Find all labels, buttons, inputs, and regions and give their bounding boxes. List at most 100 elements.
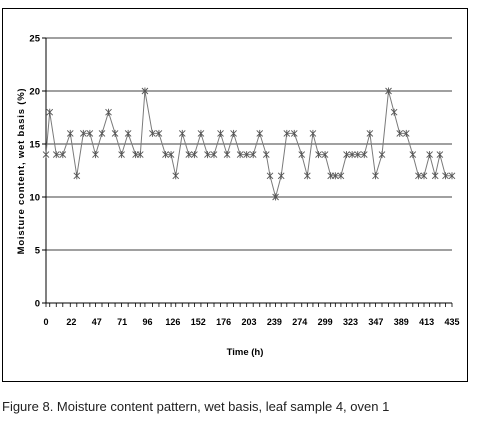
x-tick-label: 347 xyxy=(368,317,383,327)
x-tick-label: 299 xyxy=(318,317,333,327)
data-point xyxy=(141,87,149,95)
data-point xyxy=(167,151,175,159)
data-point xyxy=(409,151,417,159)
data-point xyxy=(149,129,156,137)
data-point xyxy=(155,129,163,137)
data-point xyxy=(210,151,218,159)
figure-caption: Figure 8. Moisture content pattern, wet … xyxy=(2,399,390,414)
data-point xyxy=(204,151,211,159)
data-point xyxy=(415,172,422,180)
data-point xyxy=(132,151,139,159)
x-tick-label: 22 xyxy=(66,317,76,327)
data-point xyxy=(378,151,386,159)
data-point xyxy=(442,172,449,180)
data-point xyxy=(372,172,379,180)
data-point xyxy=(354,151,362,159)
series-line xyxy=(45,90,452,199)
data-point xyxy=(272,193,279,201)
data-point xyxy=(105,108,112,116)
x-tick-label: 274 xyxy=(292,317,307,327)
x-axis-label: Time (h) xyxy=(227,347,264,358)
x-tick-label: 0 xyxy=(43,317,48,327)
data-point xyxy=(402,129,410,137)
data-point xyxy=(136,151,144,159)
data-point xyxy=(197,129,205,137)
x-tick-label: 389 xyxy=(394,317,409,327)
data-point xyxy=(52,151,60,159)
data-point xyxy=(321,151,329,159)
data-point xyxy=(420,172,428,180)
data-point xyxy=(86,129,94,137)
data-point xyxy=(360,151,368,159)
x-tick-label: 239 xyxy=(267,317,282,327)
data-point xyxy=(332,172,339,180)
x-tick-label: 203 xyxy=(241,317,256,327)
data-point xyxy=(366,129,374,137)
grid-lines xyxy=(46,37,452,251)
data-point xyxy=(66,129,74,137)
data-point xyxy=(266,172,274,180)
data-point xyxy=(92,151,99,159)
data-point xyxy=(448,172,456,180)
data-point xyxy=(304,172,311,180)
data-point xyxy=(298,151,306,159)
axes xyxy=(42,37,453,307)
y-tick-label: 25 xyxy=(29,34,40,45)
data-point xyxy=(178,129,186,137)
data-point xyxy=(98,129,106,137)
x-tick-label: 435 xyxy=(444,317,459,327)
x-tick-label: 126 xyxy=(165,317,180,327)
x-tick-label: 71 xyxy=(117,317,127,327)
data-point xyxy=(249,151,257,159)
y-tick-label: 20 xyxy=(29,87,40,98)
data-point xyxy=(191,151,198,159)
data-point xyxy=(59,151,67,159)
x-tick-label: 152 xyxy=(191,317,206,327)
data-point xyxy=(309,129,317,137)
data-point xyxy=(80,129,87,137)
y-tick-label: 0 xyxy=(35,299,40,310)
data-point xyxy=(343,151,350,159)
data-point xyxy=(327,172,334,180)
data-point xyxy=(262,151,270,159)
data-point xyxy=(385,87,392,95)
data-point xyxy=(283,129,291,137)
x-tick-label: 323 xyxy=(343,317,358,327)
y-axis-label: Moisture content, wet basis (%) xyxy=(16,88,27,255)
data-point xyxy=(243,151,250,159)
y-tick-label: 5 xyxy=(35,246,41,257)
data-point xyxy=(162,151,169,159)
x-tick-label: 96 xyxy=(142,317,152,327)
data-point xyxy=(337,172,345,180)
x-tick-label: 47 xyxy=(92,317,102,327)
data-point xyxy=(290,129,298,137)
data-point xyxy=(390,108,398,116)
data-point xyxy=(217,129,224,137)
data-point xyxy=(277,172,285,180)
data-point xyxy=(42,151,50,159)
data-point xyxy=(111,129,119,137)
data-point xyxy=(436,151,444,159)
data-point xyxy=(230,129,237,137)
data-point xyxy=(124,129,132,137)
data-point xyxy=(431,172,439,180)
data-point xyxy=(46,108,54,116)
data-point xyxy=(223,151,231,159)
data-point xyxy=(396,129,404,137)
data-point xyxy=(426,151,433,159)
chart-frame xyxy=(2,8,468,382)
data-point xyxy=(118,151,125,159)
y-tick-label: 15 xyxy=(29,140,40,151)
data-point xyxy=(236,151,244,159)
data-point xyxy=(73,172,81,180)
y-tick-label: 10 xyxy=(29,193,40,204)
series xyxy=(42,87,456,201)
tick-labels: 0 5 10 15 20 25 0 22 47 71 96 126 152 176 203 239 274 299… xyxy=(29,34,459,328)
data-point xyxy=(172,172,180,180)
x-tick-label: 176 xyxy=(216,317,231,327)
data-point xyxy=(256,129,264,137)
data-point xyxy=(348,151,356,159)
data-point xyxy=(185,151,193,159)
x-tick-label: 413 xyxy=(419,317,434,327)
